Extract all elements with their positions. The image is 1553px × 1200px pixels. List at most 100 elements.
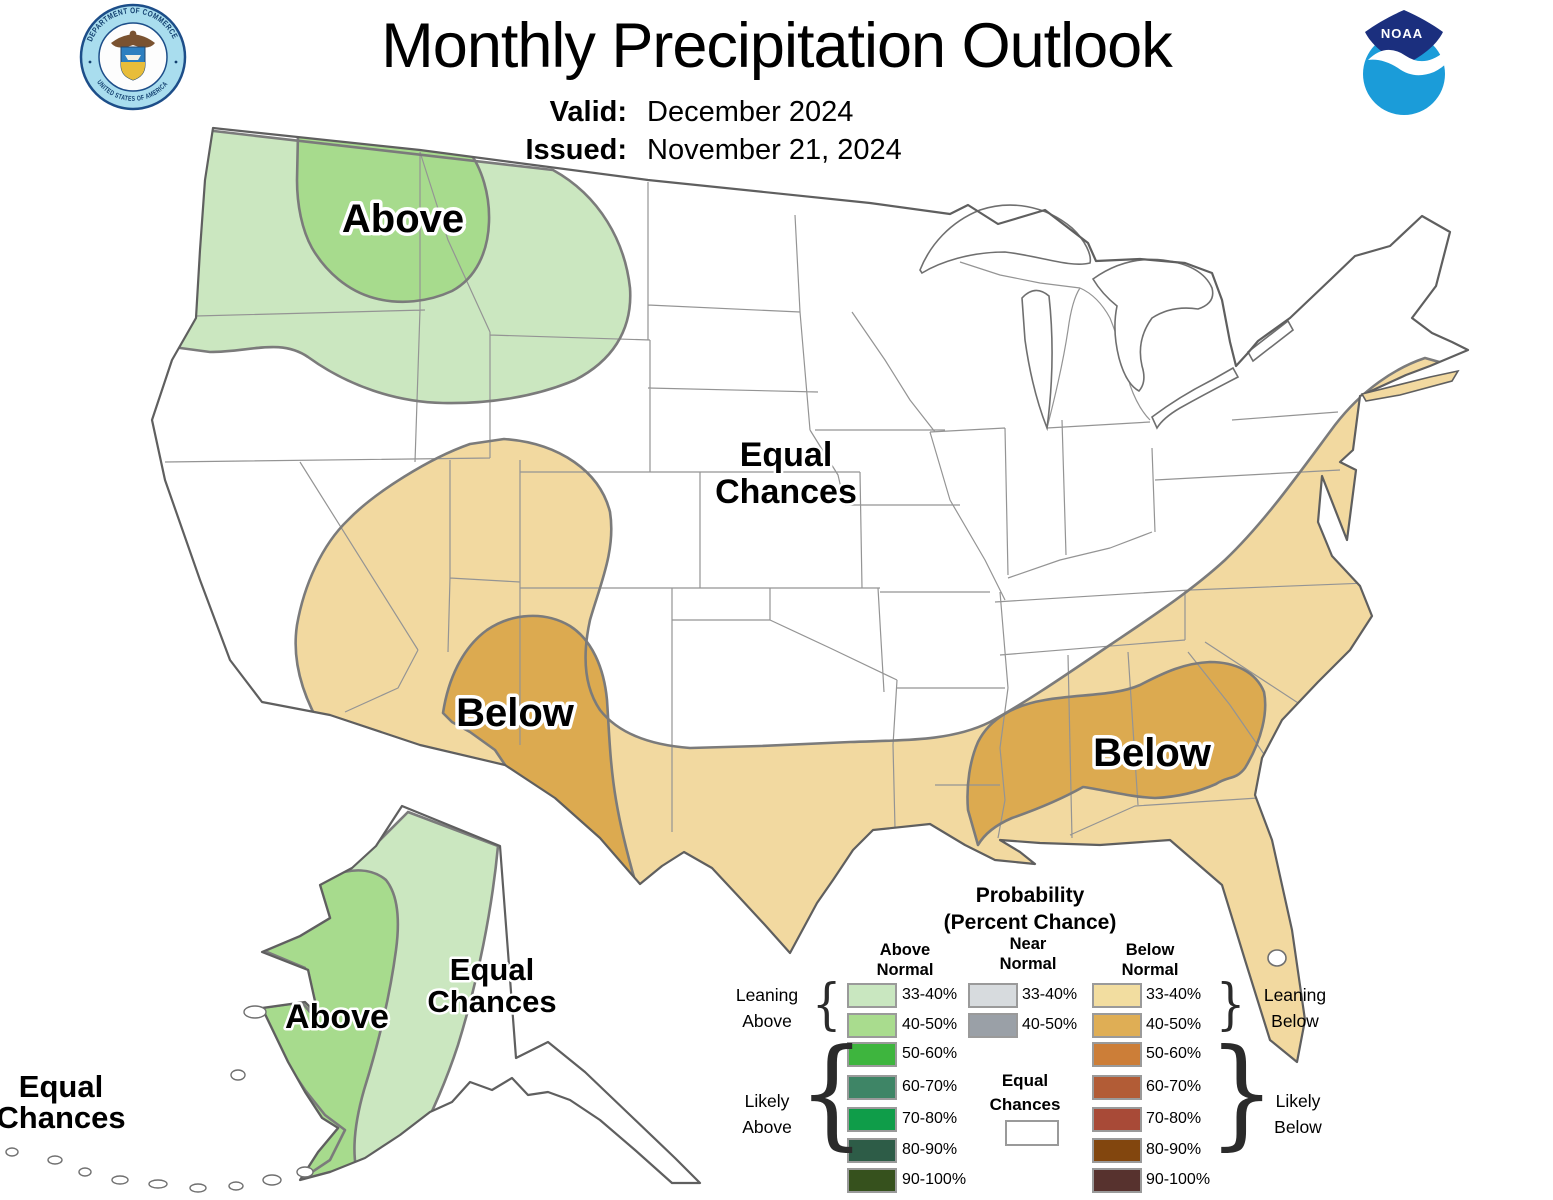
valid-line: Valid: December 2024 (0, 96, 1553, 129)
noaa-logo-text: NOAA (1381, 26, 1423, 41)
issued-label: Issued: (525, 134, 627, 166)
equal-chances-line1: Equal (1001, 1071, 1049, 1090)
issued-line: Issued: November 21, 2024 (0, 134, 1553, 167)
label-above-90-100: 90-100% (902, 1171, 967, 1188)
brace-likely-above-icon: { (798, 1023, 866, 1162)
seal-ship-icon (125, 55, 141, 60)
leaning-above-line2: Above (742, 1011, 792, 1031)
aleutian-islands (5, 1005, 314, 1193)
brace-leaning-above-icon: { (812, 971, 842, 1036)
swatch-near-33-40 (968, 983, 1018, 1008)
lake-okeechobee (1267, 949, 1287, 967)
noaa-seagull-icon (1368, 40, 1455, 76)
label-above-60-70: 60-70% (902, 1078, 958, 1095)
label-above-50-60: 50-60% (902, 1045, 958, 1062)
below-header-line1: Below (1125, 941, 1175, 959)
leaning-below-line2: Below (1271, 1011, 1319, 1031)
swatch-equal-chances (1005, 1120, 1059, 1146)
label-near-33-40: 33-40% (1022, 986, 1078, 1003)
above-header-line1: Above (879, 941, 931, 959)
map-label-above-alaska: Above (285, 998, 389, 1036)
swatch-above-33-40 (847, 983, 897, 1008)
map-label-equal-chances-alaska-line1: Equal (450, 952, 534, 987)
legend-group-likely-above: Likely Above (707, 1088, 827, 1140)
equal-chances-line2: Chances (989, 1095, 1061, 1114)
swatch-near-40-50 (968, 1013, 1018, 1038)
seal-eagle-head (129, 30, 137, 38)
map-label-equal-chances-central-line2: Chances (715, 473, 857, 511)
likely-below-line2: Below (1274, 1117, 1322, 1137)
swatch-below-50-60 (1092, 1042, 1142, 1067)
valid-value: December 2024 (647, 96, 854, 128)
long-island (1360, 369, 1460, 402)
legend-header-below-normal: Below Normal (1100, 940, 1200, 980)
label-below-50-60: 50-60% (1146, 1045, 1202, 1062)
brace-likely-below-icon: } (1208, 1023, 1276, 1162)
lake-superior (919, 204, 1092, 275)
legend-header-near-normal: Near Normal (978, 934, 1078, 974)
lake-erie (1151, 366, 1240, 430)
map-label-below-southeast: Below (1093, 731, 1212, 775)
legend-group-leaning-below: Leaning Below (1245, 982, 1345, 1034)
map-label-above-northwest: Above (342, 197, 464, 241)
legend-header-above-normal: Above Normal (855, 940, 955, 980)
probability-legend: Probability (Percent Chance) Above Norma… (700, 872, 1353, 1200)
label-below-90-100: 90-100% (1146, 1171, 1211, 1188)
legend-title-line2: (Percent Chance) (943, 911, 1117, 934)
likely-below-line1: Likely (1275, 1091, 1321, 1111)
label-above-80-90: 80-90% (902, 1141, 958, 1158)
legend-title-line1: Probability (975, 884, 1085, 907)
leaning-above-line1: Leaning (735, 985, 799, 1005)
great-lakes (919, 204, 1295, 967)
near-header-line1: Near (1009, 935, 1047, 953)
leaning-below-line1: Leaning (1263, 985, 1327, 1005)
near-header-line2: Normal (999, 955, 1057, 973)
lake-michigan (1021, 289, 1053, 432)
map-label-below-southwest: Below (456, 691, 575, 735)
label-above-33-40: 33-40% (902, 986, 958, 1003)
swatch-above-60-70 (847, 1075, 897, 1100)
above-header-line2: Normal (876, 961, 934, 979)
map-label-equal-chances-alaska-line2: Chances (427, 984, 556, 1019)
swatch-below-80-90 (1092, 1138, 1142, 1163)
legend-group-likely-below: Likely Below (1248, 1088, 1348, 1140)
brace-leaning-below-icon: } (1216, 971, 1246, 1036)
noaa-logo: NOAA (1363, 10, 1455, 115)
lake-ontario (1246, 319, 1295, 363)
swatch-below-60-70 (1092, 1075, 1142, 1100)
map-label-equal-chances-hawaii-line1: Equal (19, 1069, 103, 1104)
lake-huron (1091, 258, 1214, 393)
label-below-70-80: 70-80% (1146, 1110, 1202, 1127)
issued-value: November 21, 2024 (647, 134, 902, 166)
swatch-above-40-50 (847, 1013, 897, 1038)
swatch-above-90-100 (847, 1168, 897, 1193)
commerce-seal: DEPARTMENT OF COMMERCE UNITED STATES OF … (79, 3, 187, 111)
seal-star-left (88, 60, 92, 64)
label-below-40-50: 40-50% (1146, 1016, 1202, 1033)
seal-star-right (174, 60, 178, 64)
swatch-below-33-40 (1092, 983, 1142, 1008)
below-header-line2: Normal (1121, 961, 1179, 979)
label-above-70-80: 70-80% (902, 1110, 958, 1127)
seal-shield-base (121, 62, 145, 80)
legend-group-leaning-above: Leaning Above (707, 982, 827, 1034)
swatch-above-50-60 (847, 1042, 897, 1067)
swatch-above-80-90 (847, 1138, 897, 1163)
seal-eagle-icon (111, 34, 155, 48)
swatch-below-70-80 (1092, 1107, 1142, 1132)
swatch-below-90-100 (1092, 1168, 1142, 1193)
likely-above-line2: Above (742, 1117, 792, 1137)
label-near-40-50: 40-50% (1022, 1016, 1078, 1033)
legend-equal-chances-label: Equal Chances (965, 1069, 1085, 1117)
map-label-equal-chances-hawaii-line2: Chances (0, 1100, 126, 1135)
swatch-above-70-80 (847, 1107, 897, 1132)
swatch-below-40-50 (1092, 1013, 1142, 1038)
label-below-60-70: 60-70% (1146, 1078, 1202, 1095)
label-below-33-40: 33-40% (1146, 986, 1202, 1003)
map-label-equal-chances-central-line1: Equal (740, 436, 833, 474)
label-above-40-50: 40-50% (902, 1016, 958, 1033)
label-below-80-90: 80-90% (1146, 1141, 1202, 1158)
page-title: Monthly Precipitation Outlook (381, 11, 1172, 81)
